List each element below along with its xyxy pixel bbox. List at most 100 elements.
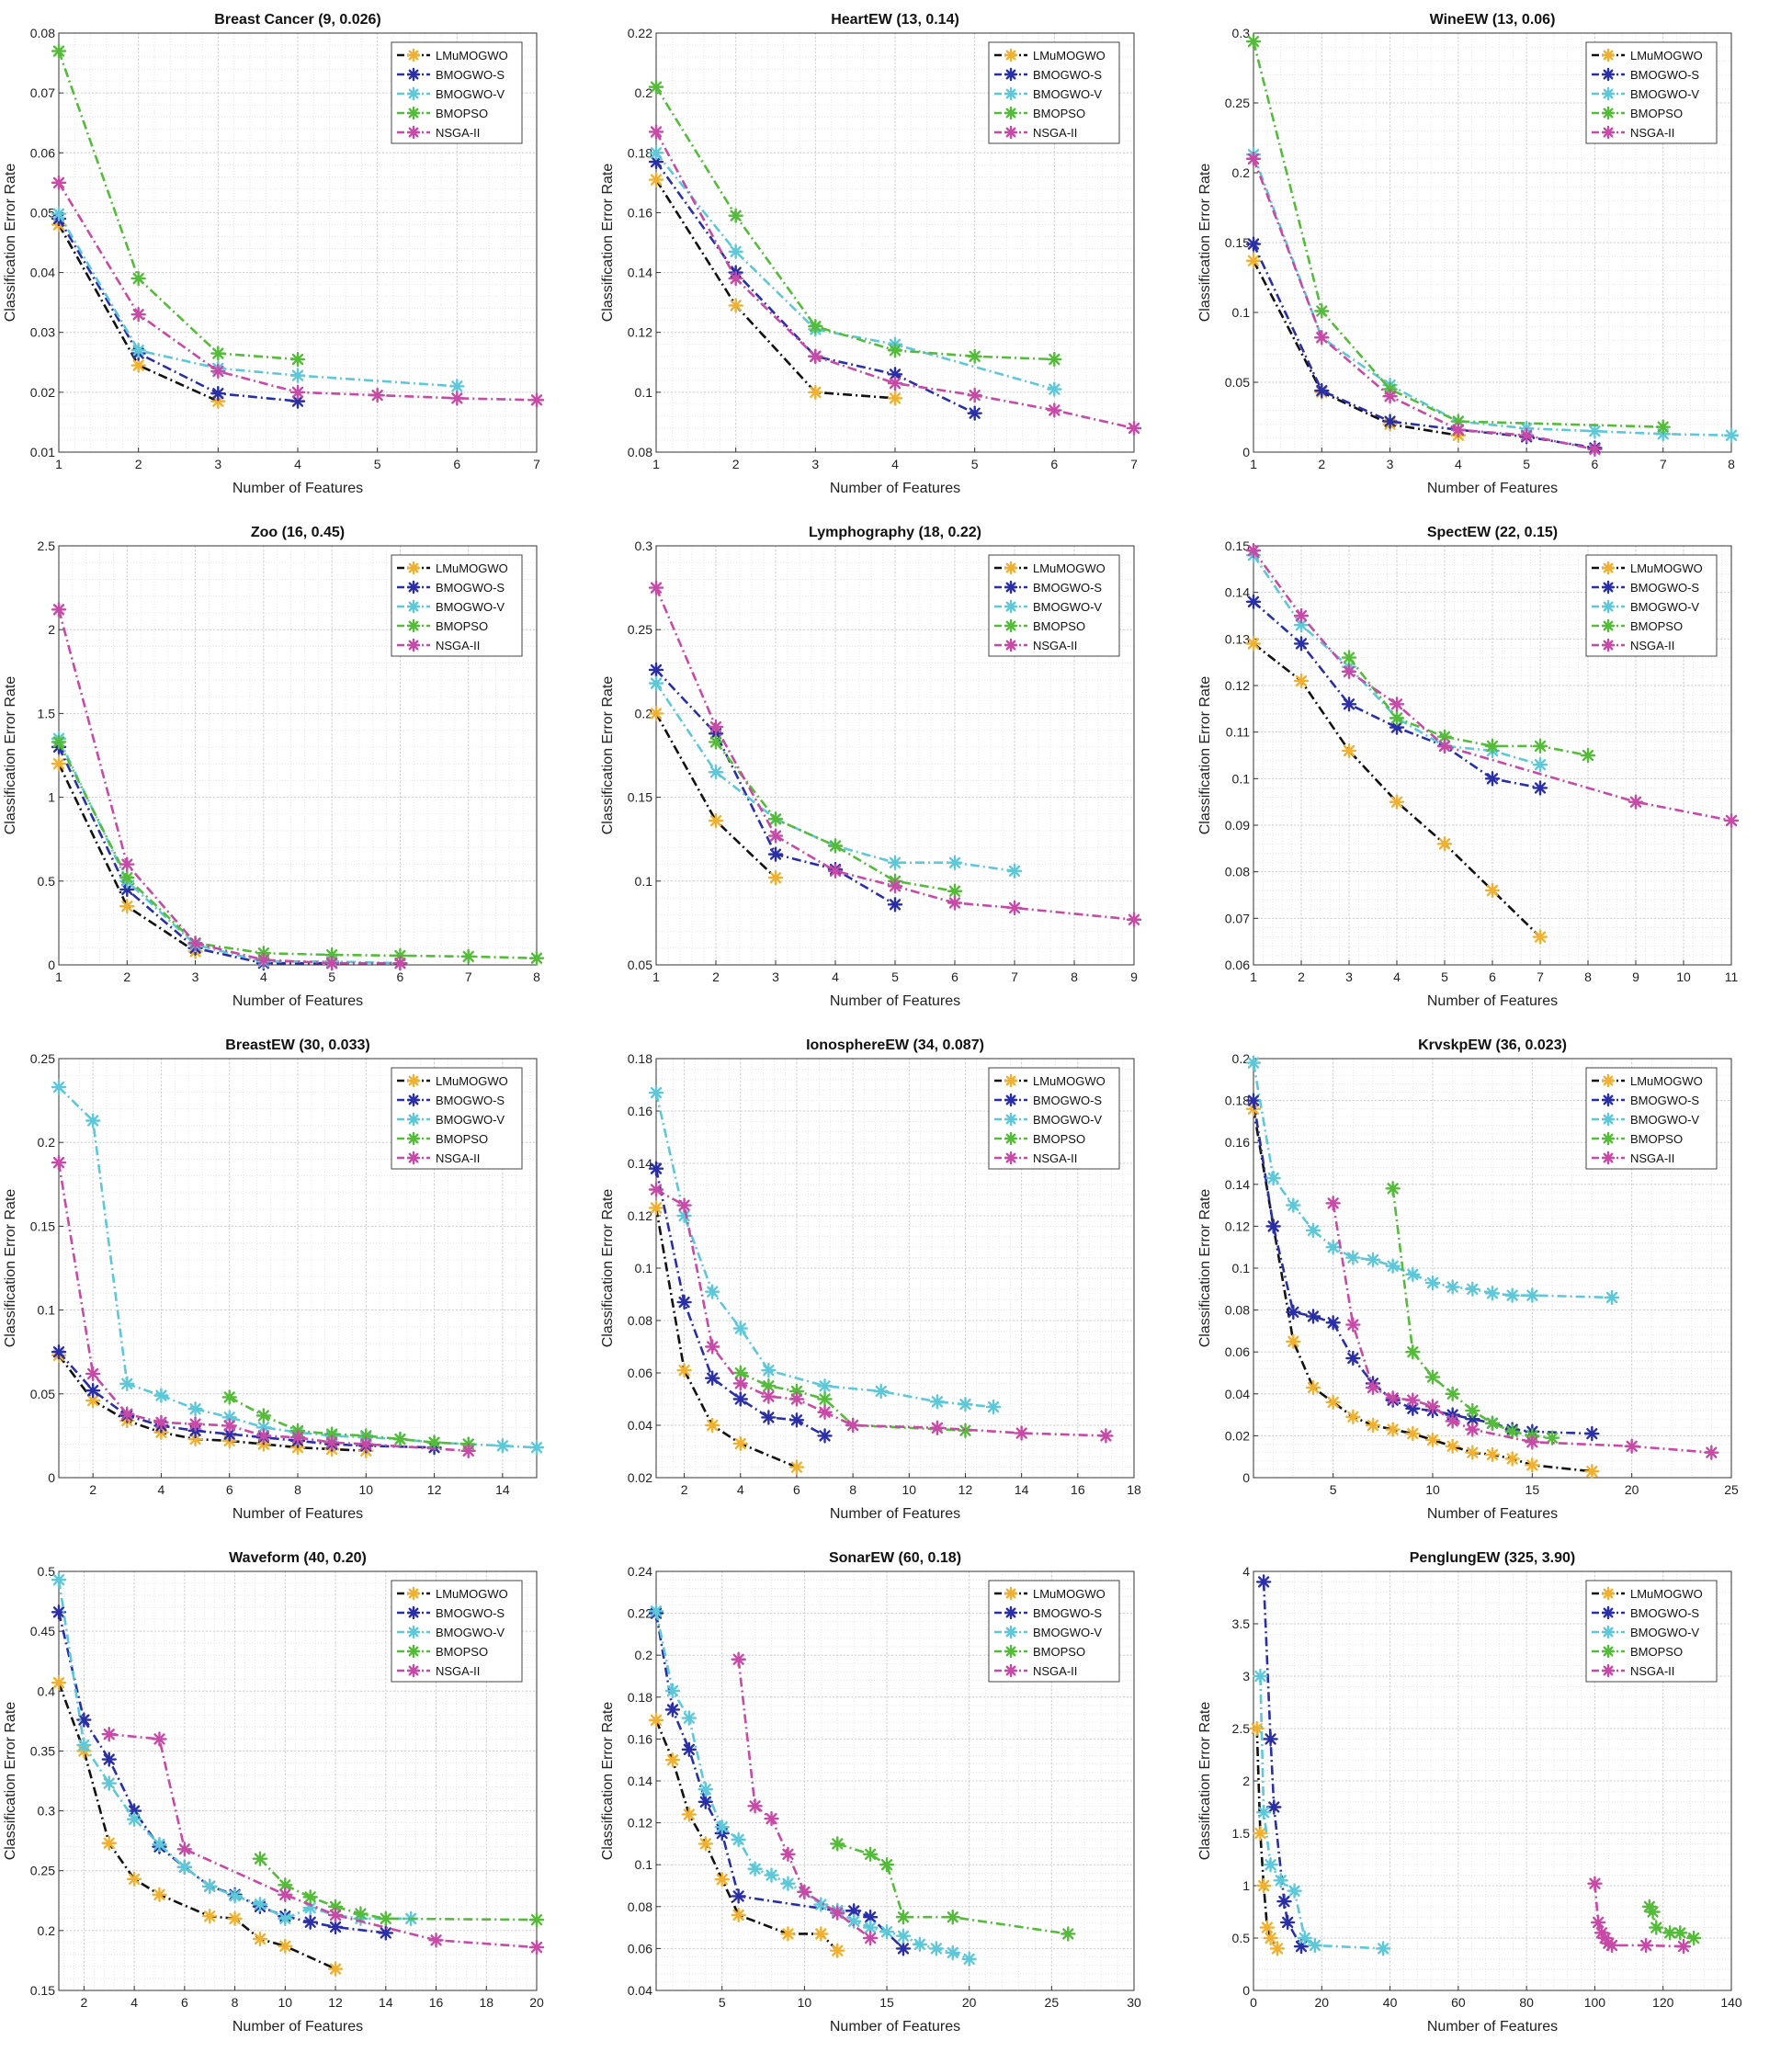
series-line [1252, 243, 1595, 449]
data-point [788, 1383, 805, 1400]
x-axis-label: Number of Features [830, 481, 960, 496]
chart-panel: 1 2 3 4 5 6 7 8 9 0.05 0.1 0.15 0.2 0.25 0.3 Lymphograp… [597, 513, 1195, 1026]
data-point [130, 343, 146, 358]
legend-marker [406, 580, 421, 595]
x-tick-label: 7 [465, 969, 472, 984]
x-tick-label: 3 [1345, 969, 1353, 984]
y-tick-label: 0.35 [30, 1743, 55, 1758]
data-point [1047, 402, 1062, 418]
y-tick-label: 0.3 [1232, 26, 1251, 40]
data-point [1286, 1197, 1301, 1213]
data-point [152, 1836, 167, 1853]
series-line [836, 1842, 1069, 1935]
legend-label: NSGA-II [436, 1151, 480, 1165]
chart-panel: 1 2 3 4 5 6 7 8 0 0.5 1 1.5 2 2.5 Zoo (16, 0.45) Number… [0, 513, 597, 1026]
data-point [887, 897, 903, 913]
data-point [221, 1389, 237, 1405]
data-point [895, 1910, 912, 1925]
x-tick-label: 6 [793, 1482, 800, 1497]
y-tick-label: 0.05 [1225, 375, 1250, 390]
x-tick-label: 20 [529, 1995, 544, 2010]
legend-label: BMOPSO [1630, 107, 1683, 120]
y-tick-label: 3 [1242, 1669, 1250, 1684]
data-point [1325, 1239, 1341, 1255]
series-line [654, 178, 896, 400]
series-nsga-ii [648, 1182, 1114, 1444]
data-point [252, 1931, 268, 1947]
y-tick-label: 0.16 [628, 205, 652, 220]
y-axis-label: Classification Error Rate [1197, 1189, 1213, 1348]
data-point [648, 1604, 664, 1619]
y-tick-label: 0.1 [1232, 1261, 1251, 1275]
data-point [51, 755, 67, 772]
legend: LMuMOGWO BMOGWO-S BMOGWO-V BMOPSO NSGA-II [988, 41, 1120, 144]
legend-label: LMuMOGWO [1630, 1074, 1703, 1088]
y-tick-label: 0.18 [628, 145, 652, 160]
data-point [764, 1867, 779, 1883]
data-point [1276, 1893, 1292, 1910]
chart-panel: 5 10 15 20 25 30 0.04 0.06 0.08 0.1 0.12 0.14 0.16 0.… [597, 1538, 1195, 2051]
data-point [648, 1182, 664, 1197]
y-tick-label: 0 [1242, 1983, 1250, 1998]
data-point [1673, 1925, 1688, 1941]
legend-marker [1601, 561, 1616, 575]
data-point [255, 1428, 272, 1444]
data-point [449, 379, 465, 394]
data-point [392, 1431, 408, 1447]
data-point [1504, 1451, 1520, 1467]
data-point [830, 1836, 845, 1852]
legend-label: BMOGWO-V [436, 1113, 505, 1127]
data-point [51, 1154, 67, 1171]
y-tick-label: 2 [48, 622, 55, 637]
y-tick-label: 0.2 [38, 1135, 56, 1150]
series-line [1252, 153, 1732, 437]
y-tick-label: 0.22 [628, 26, 652, 40]
data-point [1723, 812, 1740, 829]
series-line [740, 1371, 966, 1432]
legend-marker [1004, 1131, 1018, 1146]
data-point [130, 270, 146, 287]
data-point [681, 1807, 698, 1822]
y-tick-label: 0.07 [1225, 911, 1250, 925]
data-point [704, 1339, 720, 1355]
y-tick-label: 0.12 [628, 1208, 652, 1223]
data-point [1484, 1415, 1501, 1431]
series-line [57, 608, 401, 965]
legend-marker [1601, 1151, 1616, 1165]
y-axis-label: Classification Error Rate [600, 1702, 616, 1861]
y-tick-label: 0.11 [1226, 725, 1250, 740]
x-tick-label: 5 [971, 457, 979, 471]
data-point [714, 1871, 730, 1888]
chart-svg: 2 4 6 8 10 12 14 16 18 0.02 0.04 0.06 0.08 0.1 0.12 0.1… [600, 1037, 1141, 1522]
data-point [873, 1383, 889, 1400]
data-point [1365, 1417, 1381, 1434]
legend-marker [1004, 1663, 1018, 1678]
data-point [1265, 1170, 1281, 1186]
x-tick-label: 1 [55, 457, 62, 471]
chart-svg: 5 10 15 20 25 0 0.02 0.04 0.06 0.08 0.1 0.12 0.14 0.1… [1197, 1037, 1739, 1522]
data-point [1436, 836, 1453, 852]
data-point [887, 855, 903, 870]
series-line [57, 51, 299, 361]
legend-label: NSGA-II [1630, 639, 1674, 652]
data-point [1424, 1399, 1441, 1414]
legend-marker [1004, 48, 1018, 62]
y-tick-label: 0.08 [1225, 865, 1250, 879]
legend-marker [1004, 86, 1018, 101]
data-point [51, 1571, 67, 1588]
data-point [202, 1909, 218, 1924]
legend-label: BMOPSO [436, 1645, 488, 1659]
series-line [714, 741, 956, 893]
legend-marker [406, 1586, 421, 1601]
legend-marker [1004, 1605, 1018, 1620]
data-point [1405, 1425, 1421, 1442]
legend-label: BMOGWO-V [1033, 600, 1102, 614]
axes-frame [58, 545, 538, 966]
chart-title: IonosphereEW (34, 0.087) [806, 1037, 984, 1053]
legend-marker [1004, 1093, 1018, 1107]
data-point [1685, 1930, 1702, 1946]
data-point [731, 1651, 746, 1667]
data-point [1405, 1344, 1421, 1360]
legend-marker [406, 1663, 421, 1678]
